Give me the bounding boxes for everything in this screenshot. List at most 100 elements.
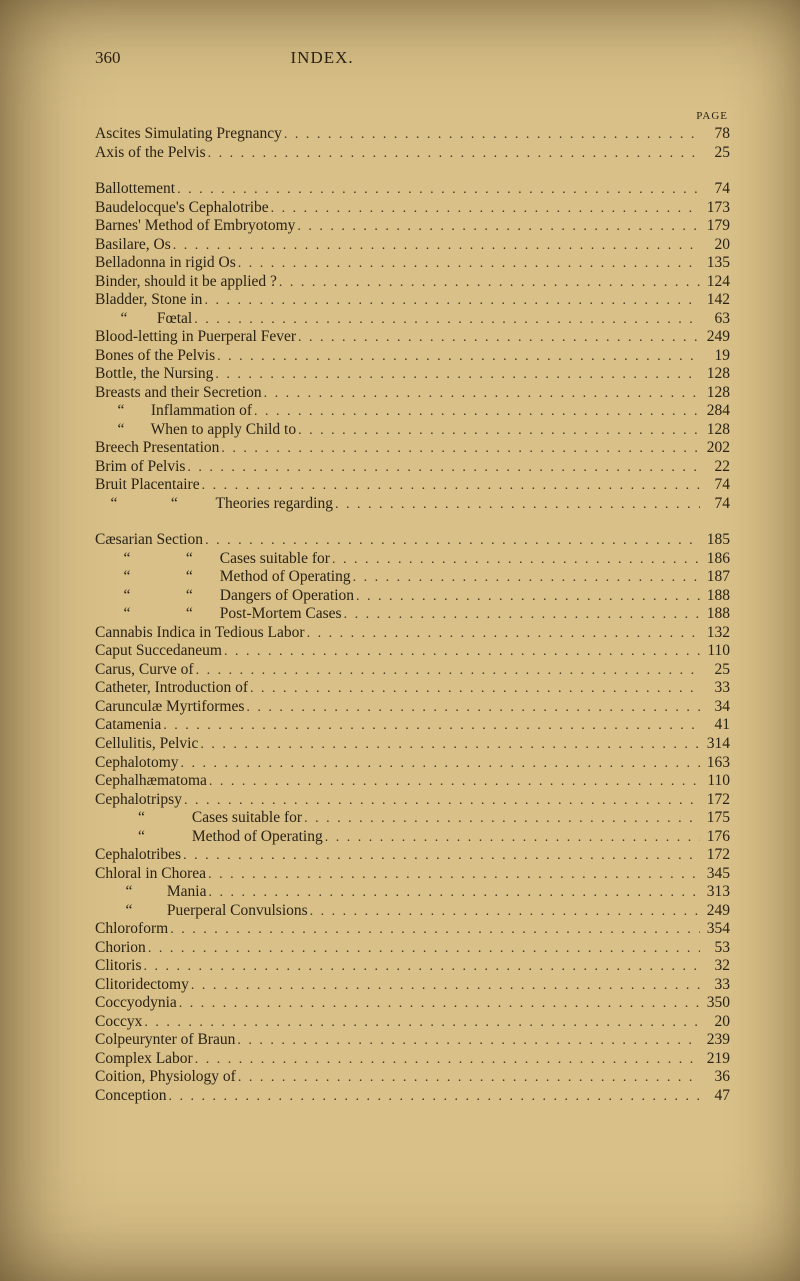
entry-label: Baudelocque's Cephalotribe — [95, 199, 269, 217]
dot-leader: . . . . . . . . . . . . . . . . . . . . … — [305, 626, 700, 643]
entry-label: Cephalotripsy — [95, 791, 182, 809]
entry-label: Cannabis Indica in Tedious Labor — [95, 624, 305, 642]
dot-leader: . . . . . . . . . . . . . . . . . . . . … — [189, 978, 700, 995]
entry-label: “ “ Theories regarding — [95, 495, 333, 513]
index-entry: Coccyodynia. . . . . . . . . . . . . . .… — [95, 994, 730, 1013]
dot-leader: . . . . . . . . . . . . . . . . . . . . … — [296, 330, 700, 347]
index-entry: Conception. . . . . . . . . . . . . . . … — [95, 1087, 730, 1106]
entry-page: 172 — [700, 791, 730, 809]
index-entry: Coition, Physiology of. . . . . . . . . … — [95, 1068, 730, 1087]
entry-page: 20 — [700, 236, 730, 254]
entry-page: 110 — [700, 772, 730, 790]
running-head: INDEX. — [291, 48, 354, 68]
entry-label: Chloroform — [95, 920, 168, 938]
dot-leader: . . . . . . . . . . . . . . . . . . . . … — [206, 885, 700, 902]
dot-leader: . . . . . . . . . . . . . . . . . . . . … — [202, 293, 700, 310]
index-entry: Carus, Curve of. . . . . . . . . . . . .… — [95, 661, 730, 680]
entry-label: “ Inflammation of — [95, 402, 252, 420]
index-entry: “ Inflammation of. . . . . . . . . . . .… — [95, 402, 730, 421]
entry-label: Cephalotribes — [95, 846, 181, 864]
entry-label: Carus, Curve of — [95, 661, 194, 679]
dot-leader: . . . . . . . . . . . . . . . . . . . . … — [194, 663, 700, 680]
entry-page: 19 — [700, 347, 730, 365]
entry-page: 132 — [700, 624, 730, 642]
index-entry: Blood-letting in Puerperal Fever. . . . … — [95, 328, 730, 347]
index-entry: Ascites Simulating Pregnancy. . . . . . … — [95, 125, 730, 144]
entry-label: Ascites Simulating Pregnancy — [95, 125, 282, 143]
dot-leader: . . . . . . . . . . . . . . . . . . . . … — [177, 996, 700, 1013]
entry-label: Complex Labor — [95, 1050, 193, 1068]
entry-label: Binder, should it be applied ? — [95, 273, 277, 291]
index-entry: “ Mania. . . . . . . . . . . . . . . . .… — [95, 883, 730, 902]
dot-leader: . . . . . . . . . . . . . . . . . . . . … — [302, 811, 700, 828]
index-entry: “ Puerperal Convulsions. . . . . . . . .… — [95, 902, 730, 921]
index-entries: Ascites Simulating Pregnancy. . . . . . … — [95, 125, 730, 1105]
entry-page: 176 — [700, 828, 730, 846]
index-entry: Catamenia. . . . . . . . . . . . . . . .… — [95, 716, 730, 735]
entry-page: 249 — [700, 902, 730, 920]
dot-leader: . . . . . . . . . . . . . . . . . . . . … — [161, 718, 700, 735]
dot-leader: . . . . . . . . . . . . . . . . . . . . … — [182, 793, 700, 810]
index-entry: “ “ Method of Operating. . . . . . . . .… — [95, 568, 730, 587]
index-entry: Cephalotribes. . . . . . . . . . . . . .… — [95, 846, 730, 865]
index-entry: Breech Presentation. . . . . . . . . . .… — [95, 439, 730, 458]
index-entry: “ “ Dangers of Operation. . . . . . . . … — [95, 587, 730, 606]
index-entry: Coccyx. . . . . . . . . . . . . . . . . … — [95, 1013, 730, 1032]
entry-label: Ballottement — [95, 180, 175, 198]
dot-leader: . . . . . . . . . . . . . . . . . . . . … — [166, 1089, 700, 1106]
dot-leader: . . . . . . . . . . . . . . . . . . . . … — [207, 774, 700, 791]
dot-leader: . . . . . . . . . . . . . . . . . . . . … — [181, 848, 700, 865]
entry-label: Carunculæ Myrtiformes — [95, 698, 244, 716]
index-entry: Breasts and their Secretion. . . . . . .… — [95, 384, 730, 403]
index-entry: Chloral in Chorea. . . . . . . . . . . .… — [95, 865, 730, 884]
entry-label: Catamenia — [95, 716, 161, 734]
entry-page: 345 — [700, 865, 730, 883]
entry-page: 175 — [700, 809, 730, 827]
entry-page: 239 — [700, 1031, 730, 1049]
entry-label: Coccyx — [95, 1013, 142, 1031]
dot-leader: . . . . . . . . . . . . . . . . . . . . … — [206, 867, 700, 884]
entry-label: Caput Succedaneum — [95, 642, 222, 660]
entry-page: 53 — [700, 939, 730, 957]
dot-leader: . . . . . . . . . . . . . . . . . . . . … — [179, 756, 700, 773]
index-entry: Bones of the Pelvis. . . . . . . . . . .… — [95, 347, 730, 366]
entry-label: “ Puerperal Convulsions — [95, 902, 308, 920]
dot-leader: . . . . . . . . . . . . . . . . . . . . … — [213, 367, 700, 384]
dot-leader: . . . . . . . . . . . . . . . . . . . . … — [198, 737, 700, 754]
entry-page: 314 — [700, 735, 730, 753]
entry-label: Colpeurynter of Braun — [95, 1031, 235, 1049]
entry-label: “ Fœtal — [95, 310, 192, 328]
index-entry: Axis of the Pelvis. . . . . . . . . . . … — [95, 144, 730, 163]
dot-leader: . . . . . . . . . . . . . . . . . . . . … — [200, 478, 700, 495]
entry-page: 36 — [700, 1068, 730, 1086]
dot-leader: . . . . . . . . . . . . . . . . . . . . … — [282, 127, 700, 144]
dot-leader: . . . . . . . . . . . . . . . . . . . . … — [269, 201, 700, 218]
dot-leader: . . . . . . . . . . . . . . . . . . . . … — [168, 922, 700, 939]
entry-label: Barnes' Method of Embryotomy — [95, 217, 295, 235]
entry-label: Coition, Physiology of — [95, 1068, 236, 1086]
dot-leader: . . . . . . . . . . . . . . . . . . . . … — [206, 146, 700, 163]
page-column-label: PAGE — [95, 110, 730, 123]
dot-leader: . . . . . . . . . . . . . . . . . . . . … — [175, 182, 700, 199]
entry-page: 142 — [700, 291, 730, 309]
dot-leader: . . . . . . . . . . . . . . . . . . . . … — [354, 589, 700, 606]
dot-leader: . . . . . . . . . . . . . . . . . . . . … — [296, 423, 700, 440]
index-entry: Ballottement. . . . . . . . . . . . . . … — [95, 180, 730, 199]
entry-page: 128 — [700, 365, 730, 383]
index-entry: Cephalhæmatoma. . . . . . . . . . . . . … — [95, 772, 730, 791]
entry-page: 41 — [700, 716, 730, 734]
dot-leader: . . . . . . . . . . . . . . . . . . . . … — [252, 404, 700, 421]
entry-label: Catheter, Introduction of — [95, 679, 248, 697]
dot-leader: . . . . . . . . . . . . . . . . . . . . … — [236, 1070, 700, 1087]
entry-label: Cæsarian Section — [95, 531, 203, 549]
entry-label: “ When to apply Child to — [95, 421, 296, 439]
index-entry: “ When to apply Child to. . . . . . . . … — [95, 421, 730, 440]
index-entry: Cæsarian Section. . . . . . . . . . . . … — [95, 531, 730, 550]
running-header: 360 INDEX. — [95, 48, 730, 68]
index-entry: Basilare, Os. . . . . . . . . . . . . . … — [95, 236, 730, 255]
dot-leader: . . . . . . . . . . . . . . . . . . . . … — [342, 607, 700, 624]
index-entry: “ “ Post-Mortem Cases. . . . . . . . . .… — [95, 605, 730, 624]
entry-page: 74 — [700, 180, 730, 198]
dot-leader: . . . . . . . . . . . . . . . . . . . . … — [262, 386, 700, 403]
index-entry: “ “ Theories regarding. . . . . . . . . … — [95, 495, 730, 514]
